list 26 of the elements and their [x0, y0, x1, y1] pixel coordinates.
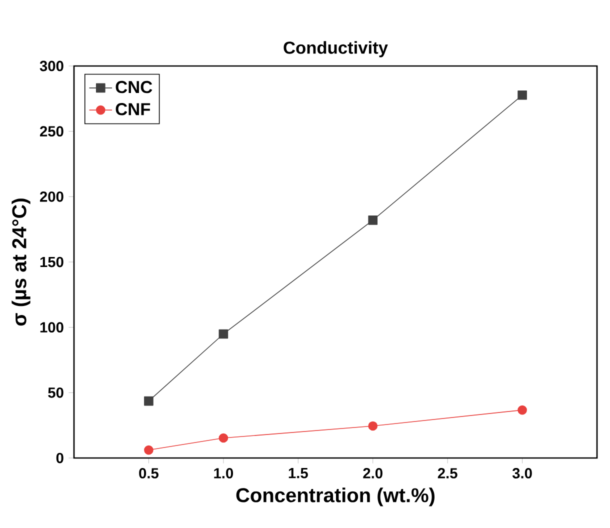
chart-title: Conductivity: [284, 41, 388, 58]
x-tick-label: 1.5: [288, 468, 308, 478]
point: [144, 396, 154, 406]
y-tick-label: 250: [40, 126, 64, 137]
point: [368, 421, 378, 431]
y-tick-label: 100: [40, 322, 64, 333]
x-axis-title: Concentration (wt.%): [236, 488, 434, 506]
y-tick-label: 0: [56, 452, 64, 464]
x-tick-label: 2.5: [438, 468, 458, 478]
legend-label: CNC: [116, 80, 152, 94]
y-tick-label: 300: [40, 60, 64, 72]
y-axis-title: σ (µs at 24°C): [12, 198, 30, 326]
point: [368, 216, 378, 225]
y-tick-label: 50: [48, 387, 64, 398]
legend-label: CNF: [116, 103, 150, 116]
point: [218, 329, 228, 339]
y-tick-label: 200: [40, 191, 64, 202]
x-tick-label: 0.5: [139, 468, 158, 478]
y-tick-label: 150: [40, 256, 64, 268]
point: [518, 90, 527, 100]
point: [518, 405, 527, 415]
point: [144, 445, 154, 455]
x-tick-label: 1.0: [214, 468, 234, 478]
x-tick-label: 3.0: [512, 468, 532, 478]
point: [218, 433, 228, 443]
x-tick-label: 2.0: [363, 468, 382, 478]
